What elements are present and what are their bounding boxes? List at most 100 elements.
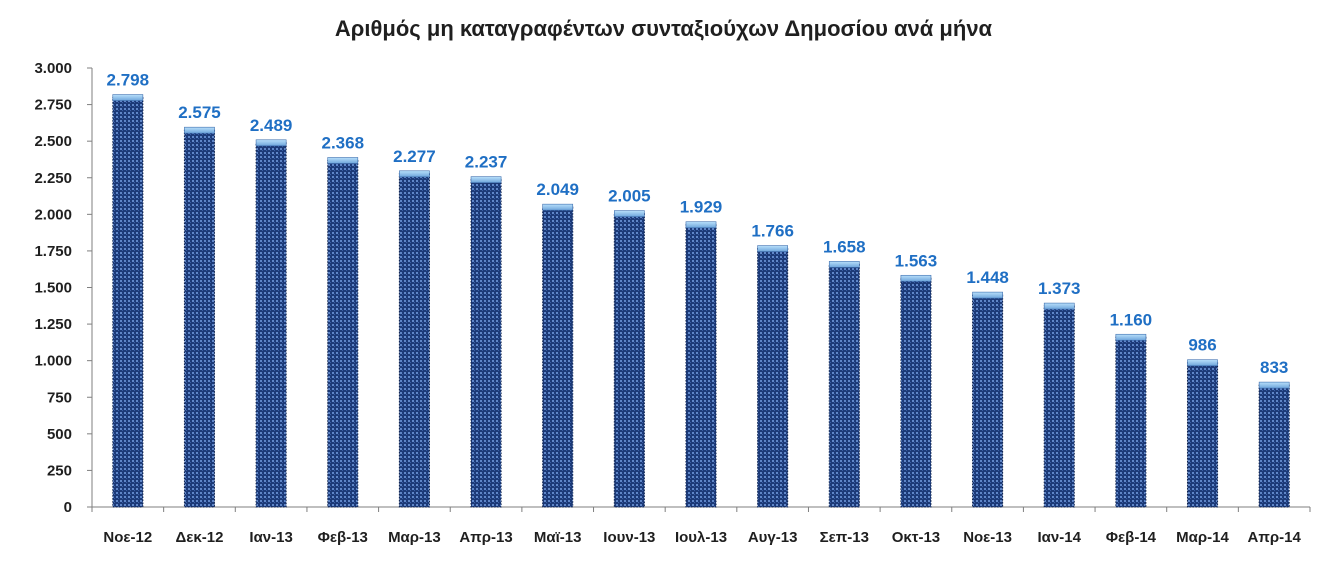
x-category-label: Νοε-12 (103, 529, 152, 546)
bar-body (1115, 336, 1147, 508)
x-category-label: Μαρ-14 (1176, 529, 1229, 546)
x-category-label: Απρ-14 (1248, 529, 1302, 546)
data-label: 1.373 (1038, 279, 1081, 298)
data-label: 1.160 (1110, 310, 1153, 329)
x-category-label: Μαϊ-13 (534, 529, 582, 546)
y-tick-label: 250 (47, 462, 72, 479)
x-category-label: Δεκ-12 (175, 529, 223, 546)
y-tick-label: 1.750 (34, 243, 72, 260)
bar (470, 176, 502, 508)
bar-cap (900, 274, 932, 282)
y-tick-label: 1.250 (34, 316, 72, 333)
x-axis: Νοε-12 Δεκ-12 Ιαν-13 Φεβ-13 Μαρ-13 Απρ-13 Μαϊ-… (91, 506, 1311, 546)
bar-cap (542, 203, 574, 211)
x-category-label: Οκτ-13 (892, 529, 940, 546)
chart-title: Αριθμός μη καταγραφέντων συνταξιούχων Δη… (334, 16, 993, 41)
x-category-label: Ιουλ-13 (675, 529, 727, 546)
data-labels: 2.798 2.575 2.489 2.368 2.277 2.237 2.049 2.005… (107, 71, 1289, 378)
bars (112, 94, 1290, 508)
bar-cap (470, 176, 502, 183)
bar-body (327, 159, 359, 508)
data-label: 2.277 (393, 147, 436, 166)
y-tick-label: 2.000 (34, 206, 72, 223)
bar (757, 245, 789, 508)
y-tick-label: 2.750 (34, 97, 72, 114)
data-label: 2.237 (465, 153, 508, 172)
bar-body (1186, 362, 1219, 508)
bar-cap (757, 245, 788, 252)
x-category-label: Ιουν-13 (603, 529, 655, 546)
bar-body (757, 248, 789, 508)
bar (1258, 381, 1290, 508)
bar (1186, 359, 1219, 508)
bar-cap (1258, 381, 1290, 389)
bar-body (1258, 384, 1290, 508)
bar-body (685, 224, 717, 508)
y-tick-label: 750 (47, 389, 72, 406)
data-label: 1.658 (823, 237, 866, 256)
data-label: 2.489 (250, 116, 293, 135)
bar-cap (1043, 302, 1075, 310)
y-tick-label: 2.250 (34, 170, 72, 187)
bar-cap (399, 170, 430, 178)
bar-cap (184, 126, 215, 134)
bar-body (470, 179, 502, 508)
bar (327, 157, 359, 508)
bar (1043, 302, 1075, 508)
bar (613, 210, 645, 508)
x-category-label: Φεβ-13 (318, 529, 368, 546)
bar-cap (112, 94, 144, 101)
data-label: 1.448 (966, 268, 1009, 287)
y-tick-label: 1.000 (34, 353, 72, 370)
bar-body (1043, 305, 1075, 508)
data-label: 1.563 (895, 251, 938, 270)
bar (1115, 333, 1147, 508)
x-category-label: Ιαν-13 (249, 529, 292, 546)
x-category-label: Απρ-13 (459, 529, 512, 546)
bar-body (613, 213, 645, 508)
data-label: 2.798 (107, 71, 150, 90)
bar-cap (828, 261, 860, 268)
bar-body (542, 206, 574, 508)
x-category-label: Αυγ-13 (748, 529, 798, 546)
data-label: 1.766 (751, 222, 794, 241)
bar-body (112, 97, 144, 508)
bar-cap (972, 291, 1003, 299)
data-label: 833 (1260, 358, 1288, 377)
y-axis: 0 250 500 750 1.000 1.250 1.500 1.750 2.000 2.250… (34, 60, 93, 516)
bar-body (972, 294, 1004, 508)
x-category-label: Ιαν-14 (1038, 529, 1082, 546)
bar (255, 139, 287, 508)
y-tick-label: 3.000 (34, 60, 72, 77)
bar (542, 203, 574, 508)
y-tick-label: 2.500 (34, 133, 72, 150)
bar-body (183, 129, 216, 508)
data-label: 2.005 (608, 187, 651, 206)
y-tick-label: 500 (47, 426, 72, 443)
bar (112, 94, 144, 508)
data-label: 2.368 (321, 133, 364, 152)
data-label: 986 (1188, 336, 1216, 355)
bar (972, 291, 1004, 508)
bar (398, 170, 430, 508)
bar-cap (327, 157, 359, 164)
data-label: 1.929 (680, 198, 723, 217)
bar-cap (614, 210, 645, 217)
bar-cap (1187, 359, 1218, 367)
bar-body (398, 173, 430, 508)
bar-body (255, 142, 287, 508)
bar-body (828, 263, 860, 508)
data-label: 2.575 (178, 103, 221, 122)
y-tick-label: 0 (64, 499, 72, 516)
bar (183, 126, 216, 508)
bar-body (900, 277, 932, 508)
bar (900, 274, 932, 508)
x-category-label: Σεπ-13 (820, 529, 869, 546)
bar-cap (685, 221, 717, 229)
bar (828, 261, 860, 508)
bar-cap (255, 139, 287, 147)
y-tick-label: 1.500 (34, 280, 72, 297)
bar-cap (1115, 333, 1147, 341)
